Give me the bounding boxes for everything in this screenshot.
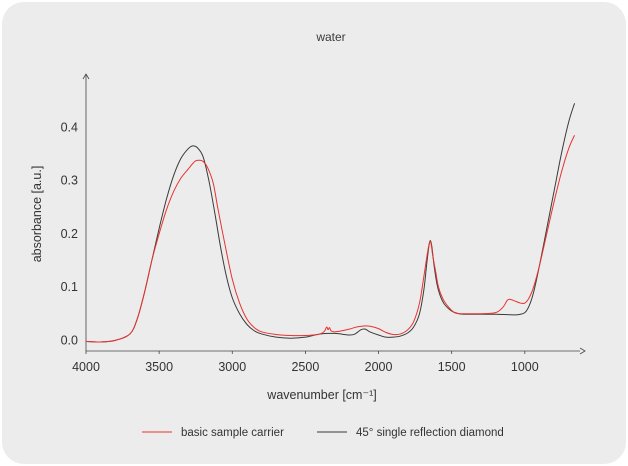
x-axis-arrow — [579, 347, 586, 355]
y-tick-label: 0.4 — [61, 120, 78, 134]
x-tick-label: 4000 — [72, 360, 100, 374]
y-tick-label: 0.2 — [61, 227, 78, 241]
y-axis-arrow — [82, 73, 90, 80]
y-tick-label: 0.0 — [61, 333, 78, 347]
x-tick-label: 3500 — [145, 360, 173, 374]
series-line-45-single-reflection-diamond — [85, 103, 576, 343]
chart-title: water — [315, 30, 345, 44]
series-line-basic-sample-carrier — [85, 135, 575, 343]
x-tick-label: 2000 — [365, 360, 393, 374]
y-tick-label: 0.1 — [61, 280, 78, 294]
x-tick-label: 1000 — [511, 360, 539, 374]
axes — [82, 73, 586, 355]
x-tick-label: 1500 — [438, 360, 466, 374]
legend-label-basic-sample-carrier: basic sample carrier — [181, 427, 284, 439]
series-layer — [85, 103, 576, 343]
y-tick-label: 0.3 — [61, 174, 78, 188]
x-axis-label: wavenumber [cm⁻¹] — [266, 388, 376, 402]
tick-labels: 4000 3500 3000 2500 2000 1500 1000 0.0 0.1 0.2 0.3… — [61, 120, 539, 374]
legend-label-45-single-reflection-diamond: 45° single reflection diamond — [356, 427, 504, 439]
legend: basic sample carrier 45° single reflectio… — [142, 427, 504, 439]
y-axis-label: absorbance [a.u.] — [30, 166, 44, 263]
x-tick-label: 2500 — [291, 360, 319, 374]
x-tick-label: 3000 — [218, 360, 246, 374]
